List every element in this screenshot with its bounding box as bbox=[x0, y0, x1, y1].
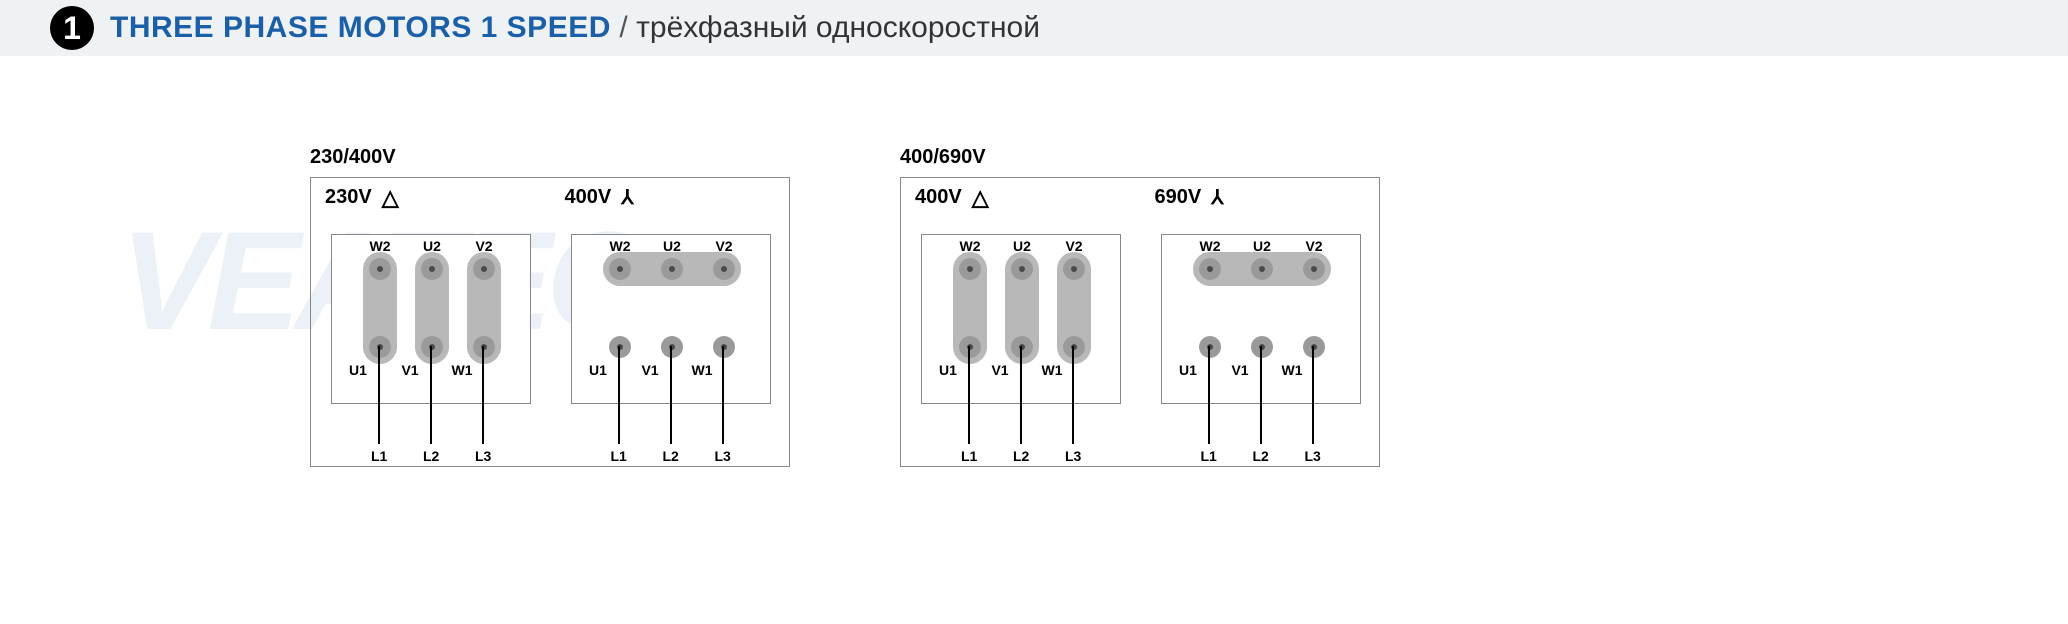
diagrams-container: 230/400V 230V △ W2U2V2 U1V1W1 L bbox=[0, 56, 2068, 467]
svg-text:V1: V1 bbox=[641, 362, 658, 378]
voltage-value: 400V bbox=[915, 186, 962, 209]
wire bbox=[1020, 346, 1022, 444]
svg-text:W2: W2 bbox=[1199, 238, 1220, 254]
line-label: L1 bbox=[611, 448, 627, 464]
line-label: L3 bbox=[475, 448, 491, 464]
section-number-badge: 1 bbox=[50, 6, 94, 50]
voltage-group-0: 230/400V 230V △ W2U2V2 U1V1W1 L bbox=[310, 146, 790, 467]
svg-text:U1: U1 bbox=[1179, 362, 1197, 378]
diagram-star: 400V ⅄ W2 U2 V2 U1 V1 W1 L1 L2 L3 bbox=[550, 178, 790, 466]
svg-text:U2: U2 bbox=[1253, 238, 1271, 254]
voltage-value: 690V bbox=[1155, 186, 1202, 209]
diagram-delta: 230V △ W2 U2 V2 U1 V1 W1 L1 L2 L3 bbox=[311, 178, 550, 466]
terminal-svg: W2 U2 V2 U1 V1 W1 bbox=[1162, 235, 1362, 405]
wire bbox=[482, 346, 484, 444]
svg-text:W2: W2 bbox=[609, 238, 630, 254]
svg-text:V2: V2 bbox=[1305, 238, 1322, 254]
diagram-star: 690V ⅄ W2 U2 V2 U1 V1 W1 L1 L2 L3 bbox=[1140, 178, 1380, 466]
wire bbox=[1312, 346, 1314, 444]
line-label: L2 bbox=[1013, 448, 1029, 464]
star-icon: ⅄ bbox=[621, 188, 633, 208]
diagram-pair: 400V △ W2 U2 V2 U1 V1 W1 L1 L2 L3 690V bbox=[900, 177, 1380, 467]
terminal-svg: W2 U2 V2 U1 V1 W1 bbox=[332, 235, 532, 405]
svg-text:V2: V2 bbox=[1065, 238, 1082, 254]
section-header: 1 THREE PHASE MOTORS 1 SPEED / трёхфазны… bbox=[0, 0, 2068, 56]
voltage-label-row: 400V ⅄ bbox=[565, 186, 634, 209]
delta-icon: △ bbox=[382, 187, 399, 209]
voltage-value: 400V bbox=[565, 186, 612, 209]
svg-text:V2: V2 bbox=[715, 238, 732, 254]
wire bbox=[1260, 346, 1262, 444]
voltage-label-row: 690V ⅄ bbox=[1155, 186, 1224, 209]
svg-text:W2: W2 bbox=[370, 238, 391, 254]
voltage-label-row: 400V △ bbox=[915, 186, 989, 209]
voltage-value: 230V bbox=[325, 186, 372, 209]
voltage-group-1: 400/690V 400V △ W2 U2 V2 U1 V1 W1 L1 L2 L3 bbox=[900, 146, 1380, 467]
wire bbox=[618, 346, 620, 444]
terminal-svg: W2 U2 V2 U1 V1 W1 bbox=[572, 235, 772, 405]
line-label: L2 bbox=[663, 448, 679, 464]
svg-text:U1: U1 bbox=[939, 362, 957, 378]
line-label: L3 bbox=[1305, 448, 1321, 464]
line-label: L1 bbox=[1201, 448, 1217, 464]
title-separator: / bbox=[619, 11, 627, 44]
svg-text:W2: W2 bbox=[960, 238, 981, 254]
svg-text:U2: U2 bbox=[663, 238, 681, 254]
line-label: L2 bbox=[1253, 448, 1269, 464]
diagram-delta: 400V △ W2 U2 V2 U1 V1 W1 L1 L2 L3 bbox=[901, 178, 1140, 466]
line-label: L3 bbox=[1065, 448, 1081, 464]
svg-text:U2: U2 bbox=[423, 238, 441, 254]
line-label: L1 bbox=[961, 448, 977, 464]
svg-text:W1: W1 bbox=[1281, 362, 1302, 378]
svg-text:V1: V1 bbox=[401, 362, 418, 378]
title-english: THREE PHASE MOTORS 1 SPEED bbox=[110, 11, 611, 44]
voltage-label-row: 230V △ bbox=[325, 186, 399, 209]
diagram-pair: 230V △ W2 U2 V2 U1 V1 W1 L1 L2 L3 400V bbox=[310, 177, 790, 467]
svg-text:U1: U1 bbox=[589, 362, 607, 378]
star-icon: ⅄ bbox=[1211, 188, 1223, 208]
title-russian: трёхфазный односкоростной bbox=[636, 11, 1040, 44]
line-label: L3 bbox=[715, 448, 731, 464]
svg-text:V1: V1 bbox=[1231, 362, 1248, 378]
svg-text:W1: W1 bbox=[1042, 362, 1063, 378]
wire bbox=[722, 346, 724, 444]
wire bbox=[968, 346, 970, 444]
delta-icon: △ bbox=[972, 187, 989, 209]
wire bbox=[1208, 346, 1210, 444]
svg-text:W1: W1 bbox=[452, 362, 473, 378]
svg-text:U2: U2 bbox=[1013, 238, 1031, 254]
line-label: L1 bbox=[371, 448, 387, 464]
svg-text:W1: W1 bbox=[691, 362, 712, 378]
group-label: 230/400V bbox=[310, 146, 790, 169]
svg-text:V1: V1 bbox=[991, 362, 1008, 378]
terminal-svg: W2 U2 V2 U1 V1 W1 bbox=[922, 235, 1122, 405]
svg-text:U1: U1 bbox=[349, 362, 367, 378]
group-label: 400/690V bbox=[900, 146, 1380, 169]
wire bbox=[1072, 346, 1074, 444]
svg-text:V2: V2 bbox=[475, 238, 492, 254]
line-label: L2 bbox=[423, 448, 439, 464]
wire bbox=[430, 346, 432, 444]
wire bbox=[670, 346, 672, 444]
wire bbox=[378, 346, 380, 444]
section-title: THREE PHASE MOTORS 1 SPEED / трёхфазный … bbox=[110, 11, 1040, 45]
